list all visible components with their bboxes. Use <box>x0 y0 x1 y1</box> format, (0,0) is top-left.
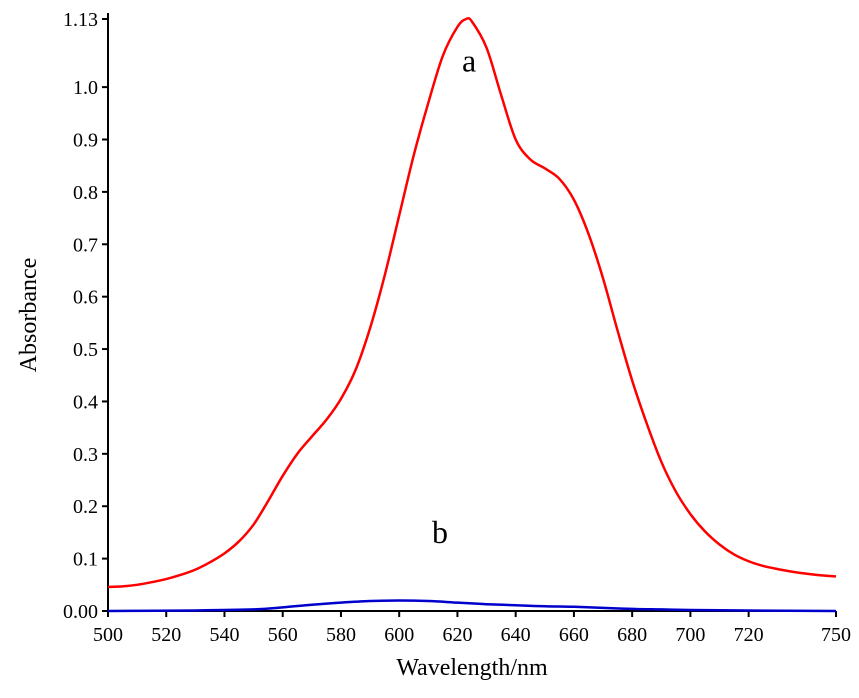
series-label-a: a <box>462 42 476 78</box>
y-tick-label: 1.13 <box>63 9 98 31</box>
x-axis-title: Wavelength/nm <box>396 655 548 681</box>
series-layer: ab <box>107 16 837 613</box>
y-tick-label: 0.9 <box>73 129 98 151</box>
y-tick-label: 0.1 <box>73 549 98 571</box>
y-tick-label: 1.0 <box>73 77 98 99</box>
y-tick-label: 0.2 <box>73 496 98 518</box>
axes <box>107 13 836 612</box>
x-tick-label: 600 <box>384 624 414 646</box>
x-tick-label: 750 <box>821 624 851 646</box>
x-tick-label: 540 <box>209 624 239 646</box>
x-tick-label: 720 <box>734 624 764 646</box>
y-tick-label: 0.4 <box>73 391 98 413</box>
x-tick-label: 520 <box>151 624 181 646</box>
y-tick-label: 0.00 <box>63 601 98 623</box>
x-tick-label: 680 <box>617 624 647 646</box>
x-tick-label: 660 <box>559 624 589 646</box>
x-tick-label: 640 <box>501 624 531 646</box>
series-label-b: b <box>432 514 448 550</box>
y-ticks: 0.00 0.1 0.2 0.3 0.4 0.5 0.6 0.7 0.8 0.9 1.0 1.13 <box>63 9 108 623</box>
x-tick-label: 700 <box>675 624 705 646</box>
series-line-b <box>107 599 837 613</box>
y-tick-label: 0.5 <box>73 339 98 361</box>
series-line-a <box>107 16 837 589</box>
x-tick-label: 580 <box>326 624 356 646</box>
x-ticks: 500 520 540 560 580 600 620 640 660 680 700 720 750 <box>93 611 851 646</box>
y-axis-title: Absorbance <box>16 258 42 373</box>
y-tick-label: 0.6 <box>73 287 98 309</box>
y-tick-label: 0.3 <box>73 444 98 466</box>
x-tick-label: 560 <box>268 624 298 646</box>
x-tick-label: 620 <box>442 624 472 646</box>
y-tick-label: 0.7 <box>73 234 98 256</box>
y-tick-label: 0.8 <box>73 182 98 204</box>
x-tick-label: 500 <box>93 624 123 646</box>
